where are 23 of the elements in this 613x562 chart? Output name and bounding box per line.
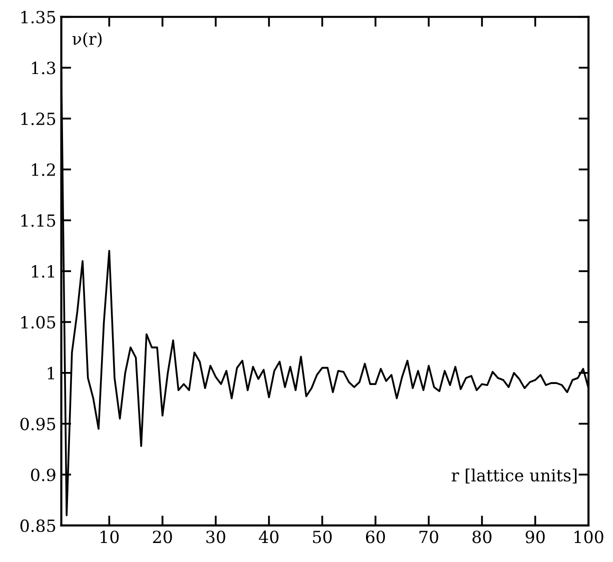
y-tick-label: 0.95 [20, 418, 56, 430]
x-tick-label: 90 [526, 530, 545, 544]
x-axis-title: r [lattice units] [452, 468, 577, 484]
x-tick-label: 80 [472, 530, 492, 544]
x-tick-label: 60 [366, 530, 385, 544]
x-tick-label: 10 [100, 530, 119, 544]
y-axis-title: ν(r) [72, 32, 102, 48]
y-tick-label: 1.05 [21, 316, 56, 329]
x-tick-label: 100 [574, 530, 604, 544]
y-tick-label: 1.3 [32, 62, 56, 74]
y-tick-label: 1.2 [32, 163, 55, 176]
y-tick-label: 1.15 [21, 214, 56, 227]
x-tick-label: 40 [258, 530, 278, 544]
y-tick-label: 1.35 [21, 10, 56, 24]
y-tick-label: 1 [48, 366, 54, 380]
x-tick-label: 30 [206, 530, 226, 544]
y-tick-label: 0.85 [20, 519, 56, 532]
y-tick-label: 1.25 [21, 112, 56, 126]
y-tick-label: 0.9 [31, 468, 56, 482]
x-tick-label: 50 [313, 530, 332, 544]
x-tick-label: 70 [420, 530, 438, 544]
x-tick-label: 20 [153, 530, 172, 544]
y-tick-label: 1.1 [32, 265, 54, 278]
